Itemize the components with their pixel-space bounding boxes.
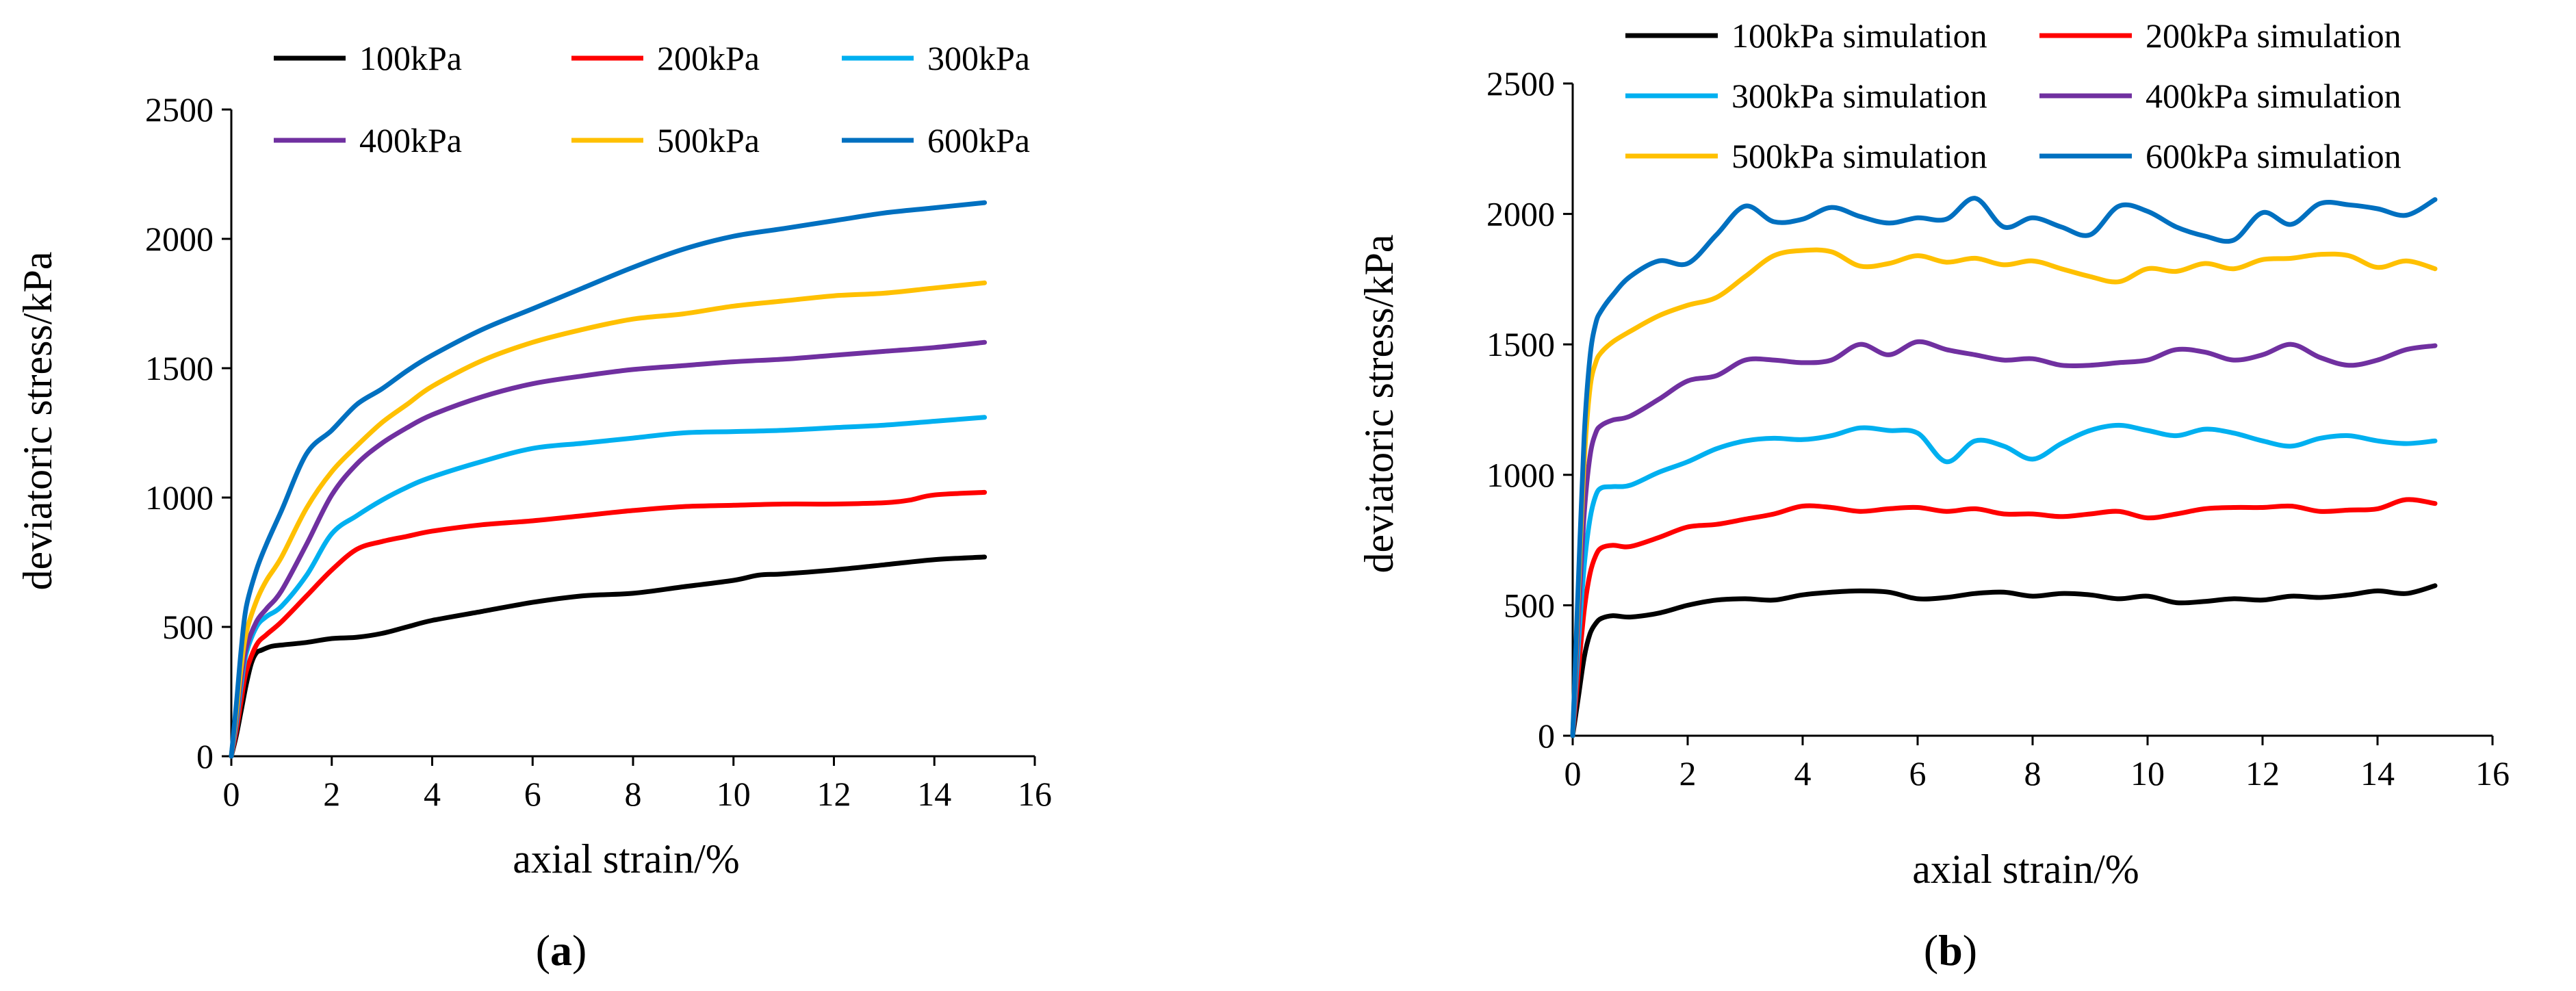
- series-line-200kpa: [229, 489, 988, 759]
- legend-label: 600kPa simulation: [2146, 137, 2401, 175]
- y-tick-label: 1500: [145, 349, 214, 387]
- caption-a: (a): [536, 926, 587, 975]
- legend-item: 500kPa simulation: [1625, 137, 1987, 175]
- y-tick-label: 1500: [1486, 325, 1555, 363]
- y-tick-label: 0: [1538, 717, 1555, 755]
- legend-item: 600kPa: [842, 121, 1030, 159]
- legend-label: 600kPa: [927, 121, 1030, 159]
- y-tick-label: 500: [1504, 586, 1555, 624]
- y-tick-label: 2000: [145, 220, 214, 258]
- x-ticks-b: 0 2 4 6 8 10 12 14 16: [1564, 736, 2510, 793]
- legend-label: 200kPa: [657, 39, 760, 77]
- series-line-400kpa-simulation: [1570, 339, 2438, 738]
- series-line-100kpa-simulation: [1570, 583, 2438, 738]
- y-axis-title-b: deviatoric stress/kPa: [1356, 235, 1402, 574]
- axes-b: [1571, 83, 2493, 737]
- plot-area-b: [1570, 196, 2438, 738]
- y-tick-label: 0: [196, 737, 214, 775]
- caption-b: (b): [1924, 926, 1977, 975]
- legend-item: 500kPa: [571, 121, 760, 159]
- plot-area-a: [229, 200, 988, 759]
- panel-a: 100kPa 200kPa 300kPa 400kPa 500kPa 600kPa dev…: [15, 39, 1052, 975]
- legend-label: 300kPa: [927, 39, 1030, 77]
- series-line-600kpa: [229, 200, 988, 759]
- legend-label: 500kPa simulation: [1731, 137, 1987, 175]
- x-tick-label: 16: [2475, 754, 2510, 793]
- x-axis-title-a: axial strain/%: [513, 836, 740, 881]
- y-ticks-b: 0 500 1000 1500 2000 2500: [1486, 64, 1573, 755]
- legend-item: 200kPa: [571, 39, 760, 77]
- legend-item: 100kPa: [274, 39, 462, 77]
- y-tick-label: 500: [162, 608, 214, 646]
- legend-label: 400kPa simulation: [2146, 77, 2401, 115]
- legend-item: 200kPa simulation: [2039, 16, 2401, 55]
- y-tick-label: 2000: [1486, 195, 1555, 233]
- x-tick-label: 14: [917, 775, 951, 813]
- x-tick-label: 8: [2024, 754, 2042, 793]
- x-tick-label: 6: [1909, 754, 1927, 793]
- legend-item: 400kPa simulation: [2039, 77, 2401, 115]
- y-ticks-a: 0 500 1000 1500 2000 2500: [145, 90, 231, 775]
- axes-a: [230, 110, 1035, 758]
- legend-label: 200kPa simulation: [2146, 16, 2401, 55]
- x-tick-label: 0: [223, 775, 240, 813]
- series-line-500kpa: [229, 280, 988, 759]
- y-tick-label: 1000: [145, 478, 214, 517]
- y-tick-label: 2500: [1486, 64, 1555, 103]
- legend-item: 300kPa simulation: [1625, 77, 1987, 115]
- x-tick-label: 2: [1679, 754, 1697, 793]
- x-ticks-a: 0 2 4 6 8 10 12 14 16: [223, 756, 1052, 813]
- series-line-200kpa-simulation: [1570, 497, 2438, 738]
- legend-label: 100kPa simulation: [1731, 16, 1987, 55]
- series-line-600kpa-simulation: [1570, 196, 2438, 738]
- series-line-400kpa: [229, 339, 988, 759]
- legend-label: 100kPa: [359, 39, 462, 77]
- legend-item: 100kPa simulation: [1625, 16, 1987, 55]
- panel-b: 100kPa simulation 200kPa simulation 300kPa…: [1356, 16, 2510, 975]
- x-tick-label: 14: [2360, 754, 2395, 793]
- x-tick-label: 10: [2130, 754, 2165, 793]
- y-axis-title-a: deviatoric stress/kPa: [15, 252, 60, 591]
- x-tick-label: 12: [817, 775, 851, 813]
- legend-item: 400kPa: [274, 121, 462, 159]
- y-tick-label: 1000: [1486, 456, 1555, 494]
- series-line-100kpa: [229, 554, 988, 759]
- series-line-500kpa-simulation: [1570, 247, 2438, 738]
- x-tick-label: 8: [625, 775, 642, 813]
- x-tick-label: 16: [1018, 775, 1052, 813]
- x-tick-label: 4: [424, 775, 441, 813]
- legend-item: 300kPa: [842, 39, 1030, 77]
- x-tick-label: 12: [2245, 754, 2280, 793]
- series-line-300kpa-simulation: [1570, 422, 2438, 738]
- series-line-300kpa: [229, 415, 988, 759]
- x-tick-label: 0: [1564, 754, 1582, 793]
- legend-label: 500kPa: [657, 121, 760, 159]
- legend-a: 100kPa 200kPa 300kPa 400kPa 500kPa 600kPa: [274, 39, 1030, 159]
- legend-label: 400kPa: [359, 121, 462, 159]
- x-tick-label: 2: [323, 775, 340, 813]
- x-tick-label: 6: [524, 775, 541, 813]
- legend-label: 300kPa simulation: [1731, 77, 1987, 115]
- x-tick-label: 10: [717, 775, 751, 813]
- legend-b: 100kPa simulation 200kPa simulation 300kPa…: [1625, 16, 2401, 175]
- legend-item: 600kPa simulation: [2039, 137, 2401, 175]
- x-axis-title-b: axial strain/%: [1912, 847, 2139, 892]
- x-tick-label: 4: [1794, 754, 1812, 793]
- y-tick-label: 2500: [145, 90, 214, 129]
